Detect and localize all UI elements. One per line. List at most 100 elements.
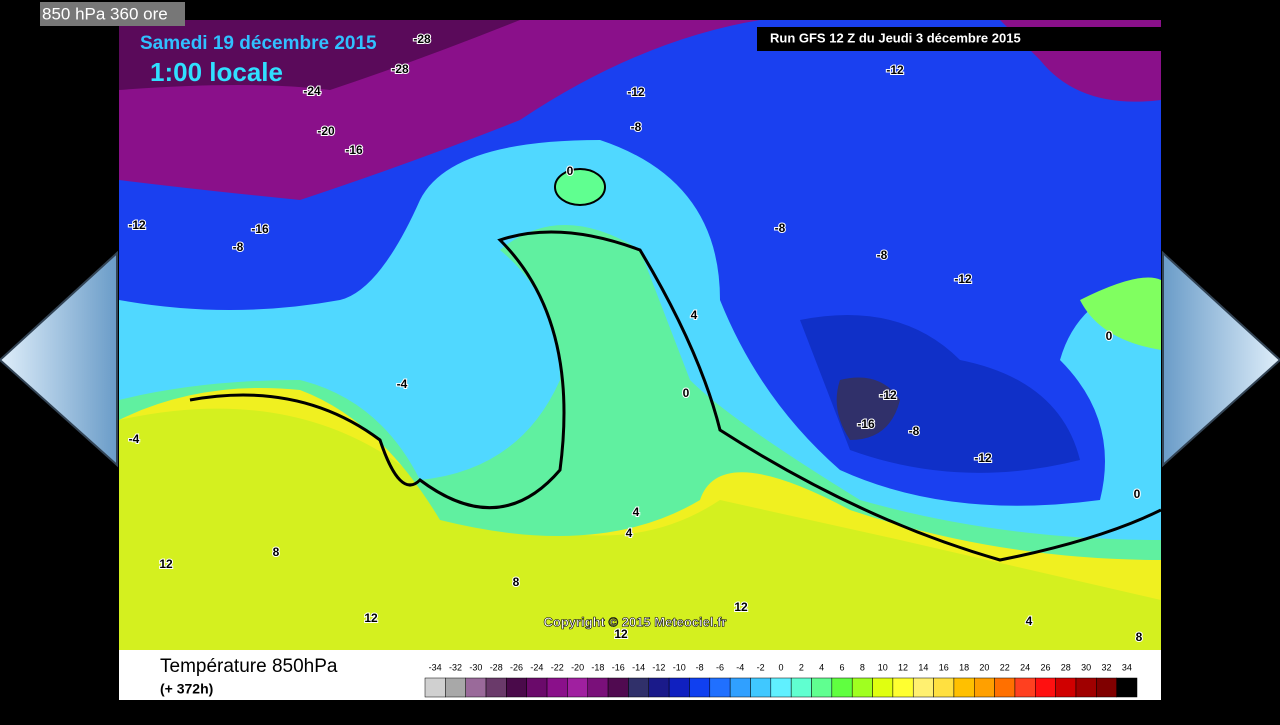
scale-label: 2 bbox=[799, 662, 804, 672]
contour-label: 4 bbox=[626, 526, 633, 540]
contour-label: 0 bbox=[1106, 329, 1113, 343]
scale-label: -24 bbox=[530, 662, 543, 672]
legend-title: Température 850hPa bbox=[160, 656, 338, 677]
scale-swatch bbox=[1055, 677, 1077, 698]
contour-label: -16 bbox=[345, 143, 363, 157]
contour-label: 4 bbox=[633, 505, 640, 519]
legend-lead: (+ 372h) bbox=[160, 681, 213, 697]
contour-label: 8 bbox=[513, 575, 520, 589]
contour-label: -20 bbox=[317, 124, 335, 138]
scale-label: 12 bbox=[898, 662, 908, 672]
scale-swatch bbox=[811, 677, 833, 698]
scale-label: -30 bbox=[469, 662, 482, 672]
contour-label: -8 bbox=[233, 240, 244, 254]
contour-label: 8 bbox=[273, 545, 280, 559]
temperature-map bbox=[119, 20, 1161, 650]
scale-swatch bbox=[1096, 677, 1117, 698]
scale-swatch bbox=[567, 677, 588, 698]
scale-label: 16 bbox=[939, 662, 949, 672]
scale-label: 20 bbox=[979, 662, 989, 672]
scale-label: -12 bbox=[652, 662, 665, 672]
scale-label: 30 bbox=[1081, 662, 1091, 672]
contour-label: -4 bbox=[129, 432, 140, 446]
scale-swatch bbox=[1014, 677, 1036, 698]
contour-label: -12 bbox=[974, 451, 992, 465]
scale-swatch bbox=[648, 677, 670, 698]
scale-label: 8 bbox=[860, 662, 865, 672]
contour-label: -8 bbox=[909, 424, 920, 438]
scale-swatch bbox=[546, 677, 568, 698]
scale-swatch bbox=[445, 677, 466, 698]
contour-label: -16 bbox=[857, 417, 875, 431]
scale-label: -20 bbox=[571, 662, 584, 672]
scale-label: 14 bbox=[918, 662, 928, 672]
contour-label: 12 bbox=[364, 611, 378, 625]
scale-label: -28 bbox=[490, 662, 503, 672]
scale-swatch bbox=[1035, 677, 1056, 698]
contour-label: 8 bbox=[1136, 630, 1143, 644]
scale-swatch bbox=[526, 677, 548, 698]
scale-swatch bbox=[974, 677, 995, 698]
scale-label: 24 bbox=[1020, 662, 1030, 672]
map-time: 1:00 locale bbox=[150, 57, 283, 87]
scale-label: -26 bbox=[510, 662, 523, 672]
contour-label: 0 bbox=[683, 386, 690, 400]
contour-labels: -28 -28 -24 -20 -16 -12 -16 -8 -12 -8 0 -12 -8 -8 -12 4… bbox=[127, 31, 1143, 645]
contour-label: 4 bbox=[1026, 614, 1033, 628]
scale-swatch bbox=[506, 677, 527, 698]
scale-label: 4 bbox=[819, 662, 824, 672]
scale-swatch bbox=[729, 677, 751, 698]
scale-label: 0 bbox=[778, 662, 783, 672]
scale-label: 6 bbox=[840, 662, 845, 672]
scale-swatch bbox=[668, 677, 690, 698]
scale-swatch bbox=[994, 677, 1016, 698]
run-info: Run GFS 12 Z du Jeudi 3 décembre 2015 bbox=[770, 30, 1021, 45]
contour-label: -16 bbox=[251, 222, 269, 236]
contour-label: -28 bbox=[413, 32, 431, 46]
scale-swatch bbox=[587, 677, 609, 698]
color-scale: -34 -32 -30 -28 -26 -24 -22 -20 -18 -16 -14 -12 -10-… bbox=[424, 662, 1138, 698]
header-box bbox=[40, 2, 185, 26]
scale-swatch bbox=[709, 677, 731, 698]
scale-label: -10 bbox=[673, 662, 686, 672]
scale-label: -6 bbox=[716, 662, 724, 672]
contour-label: 12 bbox=[159, 557, 173, 571]
scale-swatch bbox=[628, 677, 650, 698]
scale-swatch bbox=[851, 677, 873, 698]
previous-arrow[interactable] bbox=[0, 250, 118, 468]
scale-swatch bbox=[1116, 677, 1138, 698]
contour-label: -12 bbox=[627, 85, 645, 99]
scale-label: -2 bbox=[757, 662, 765, 672]
scale-swatch bbox=[912, 677, 934, 698]
scale-swatch bbox=[872, 677, 894, 698]
contour-label: 4 bbox=[691, 308, 698, 322]
contour-label: -8 bbox=[631, 120, 642, 134]
contour-label: 12 bbox=[614, 627, 628, 641]
header-label: 850 hPa 360 ore bbox=[42, 4, 168, 23]
contour-label: -28 bbox=[391, 62, 409, 76]
scale-swatch bbox=[750, 677, 772, 698]
contour-label: -12 bbox=[886, 63, 904, 77]
scale-swatch bbox=[933, 677, 955, 698]
scale-label: -22 bbox=[551, 662, 564, 672]
scale-swatch bbox=[770, 677, 792, 698]
contour-label: -12 bbox=[954, 272, 972, 286]
scale-swatch bbox=[607, 677, 629, 698]
copyright: Copyright © 2015 Meteociel.fr bbox=[544, 614, 727, 629]
scale-label: -32 bbox=[449, 662, 462, 672]
scale-swatch bbox=[424, 677, 446, 698]
scale-label: 10 bbox=[878, 662, 888, 672]
contour-label: 0 bbox=[567, 164, 574, 178]
scale-swatch bbox=[892, 677, 914, 698]
scale-label: 22 bbox=[1000, 662, 1010, 672]
map-date: Samedi 19 décembre 2015 bbox=[140, 33, 377, 54]
contour-label: 12 bbox=[734, 600, 748, 614]
scale-label: -8 bbox=[696, 662, 704, 672]
next-arrow[interactable] bbox=[1162, 250, 1280, 468]
scale-swatch bbox=[831, 677, 853, 698]
scale-swatch bbox=[953, 677, 975, 698]
scale-swatch bbox=[465, 677, 487, 698]
scale-label: 32 bbox=[1101, 662, 1111, 672]
